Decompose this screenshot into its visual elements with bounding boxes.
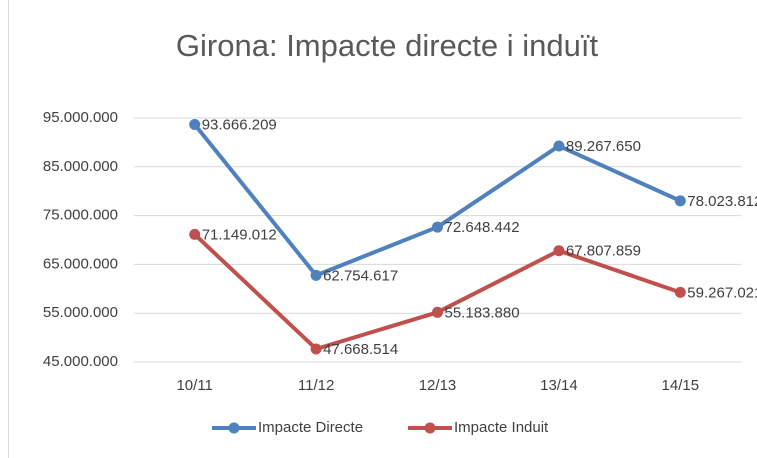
point (310, 269, 322, 281)
point (432, 306, 443, 318)
point (432, 221, 443, 233)
x-tick-label: 14/15 (662, 377, 700, 394)
legend-marker (424, 422, 436, 434)
point (553, 140, 565, 152)
y-tick-label: 95.000.000 (43, 109, 118, 126)
data-label: 71.149.012 (202, 226, 277, 243)
legend-label: Impacte Induit (454, 419, 549, 436)
x-tick-label: 12/13 (419, 377, 457, 394)
data-label: 67.807.859 (566, 243, 641, 260)
data-label: 72.648.442 (445, 219, 520, 236)
data-label: 47.668.514 (323, 341, 398, 358)
chart-title: Girona: Impacte directe i induït (176, 28, 599, 63)
legend-marker (228, 422, 240, 434)
point (189, 228, 201, 240)
x-tick-label: 10/11 (176, 377, 212, 394)
y-tick-label: 85.000.000 (43, 158, 118, 175)
point (553, 245, 565, 257)
data-label: 59.267.021 (687, 284, 757, 301)
data-label: 89.267.650 (566, 138, 641, 155)
point (189, 119, 201, 131)
data-label: 62.754.617 (323, 267, 398, 284)
y-tick-label: 55.000.000 (43, 304, 118, 321)
x-tick-label: 13/14 (540, 377, 578, 394)
legend-label: Impacte Directe (258, 419, 363, 436)
point (674, 286, 686, 298)
data-label: 93.666.209 (202, 116, 277, 133)
y-tick-label: 45.000.000 (43, 353, 118, 370)
y-tick-label: 75.000.000 (43, 207, 118, 224)
data-label: 78.023.812 (687, 193, 757, 210)
x-tick-label: 11/12 (298, 377, 334, 394)
point (674, 195, 686, 207)
y-tick-label: 65.000.000 (43, 255, 118, 272)
point (310, 343, 322, 355)
data-label: 55.183.880 (445, 304, 520, 321)
